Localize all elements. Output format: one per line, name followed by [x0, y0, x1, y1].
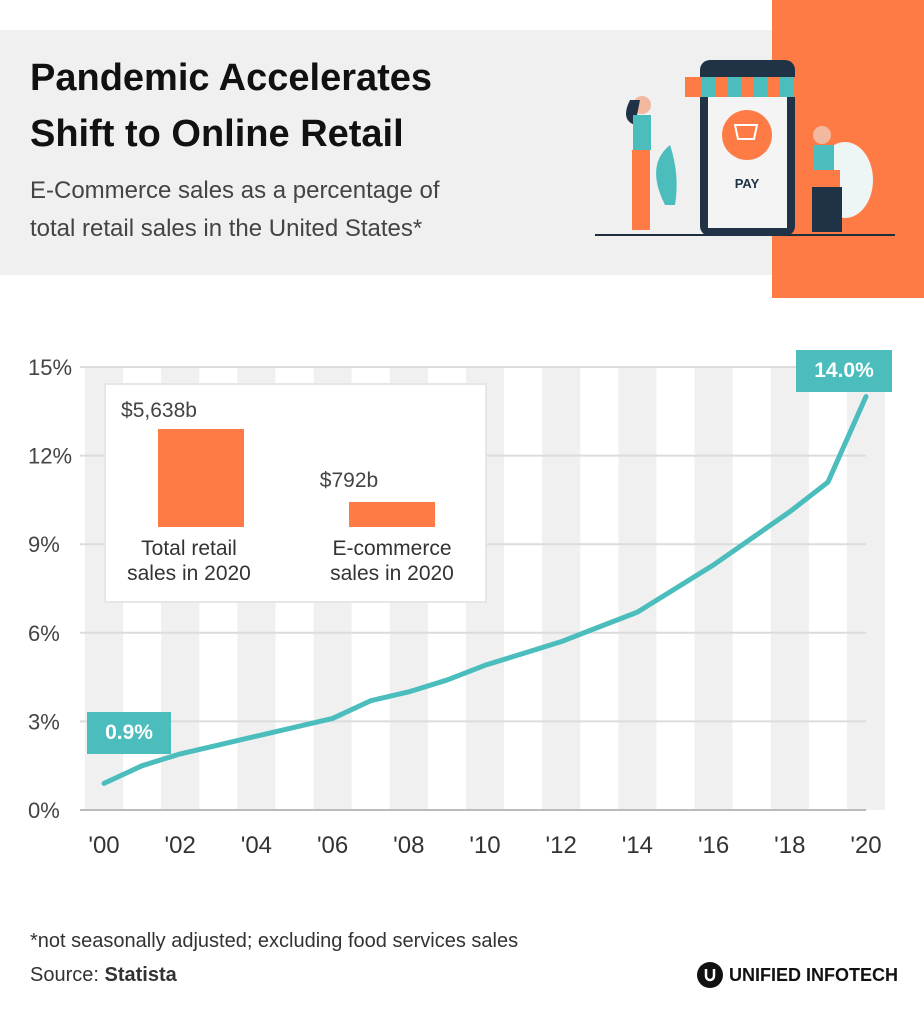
y-tick-label: 12%: [28, 444, 72, 469]
ecommerce-share-line: [101, 394, 869, 786]
grid-stripe: [694, 367, 733, 810]
woman-figure-icon: [626, 96, 651, 230]
cart-icon: [722, 110, 772, 160]
end-value-callout: 14.0%: [796, 350, 892, 392]
company-logo: UNIFIED INFOTECH: [697, 962, 898, 988]
y-tick-label: 9%: [28, 532, 60, 557]
y-tick-label: 15%: [28, 355, 72, 380]
bar-value-label: $5,638b: [121, 399, 197, 422]
pay-text: PAY: [735, 176, 760, 191]
inset-bar-label: E-commerce sales in 2020: [330, 537, 454, 585]
subtitle-line-2: total retail sales in the United States*: [30, 215, 423, 242]
x-tick-label: '00: [88, 832, 119, 859]
plant-icon: [656, 145, 677, 205]
title-line-2: Shift to Online Retail: [30, 113, 404, 155]
y-tick-label: 0%: [28, 798, 60, 823]
online-shopping-illustration: PAY: [595, 60, 895, 236]
awning-icon: [685, 77, 810, 97]
x-tick-label: '06: [317, 832, 348, 859]
grid-stripe: [846, 367, 886, 810]
bar-value-label: $792b: [319, 469, 379, 492]
inset-bar-total-retail: [158, 429, 244, 527]
inset-bar-ecommerce: [349, 502, 435, 527]
x-tick-label: '12: [546, 832, 577, 859]
subtitle: E-Commerce sales as a percentage of total…: [30, 172, 440, 248]
page-title: Pandemic Accelerates Shift to Online Reta…: [30, 50, 432, 162]
x-tick-label: '02: [165, 832, 196, 859]
unified-infotech-logo-icon: [697, 962, 723, 988]
subtitle-line-1: E-Commerce sales as a percentage of: [30, 177, 440, 204]
logo-text: UNIFIED INFOTECH: [729, 964, 898, 985]
y-tick-label: 6%: [28, 621, 60, 646]
x-tick-label: '08: [393, 832, 424, 859]
footnote: *not seasonally adjusted; excluding food…: [30, 930, 519, 952]
x-tick-label: '04: [241, 832, 272, 859]
start-value-callout: 0.9%: [87, 712, 171, 754]
x-tick-label: '14: [622, 832, 653, 859]
source-line: Source: Statista: [30, 964, 177, 987]
inset-bar-label: Total retail sales in 2020: [127, 537, 251, 585]
y-tick-label: 3%: [28, 709, 60, 734]
x-tick-label: '18: [774, 832, 805, 859]
sales-comparison-inset: $5,638b Total retail sales in 2020 $792b …: [104, 383, 487, 603]
x-tick-label: '20: [850, 832, 881, 859]
man-figure-icon: [812, 126, 873, 232]
grid-stripe: [770, 367, 809, 810]
x-tick-label: '16: [698, 832, 729, 859]
source-prefix: Source:: [30, 964, 105, 986]
title-line-1: Pandemic Accelerates: [30, 57, 433, 99]
x-tick-label: '10: [469, 832, 500, 859]
grid-stripe: [542, 367, 581, 810]
grid-stripe: [618, 367, 657, 810]
source-name: Statista: [104, 964, 177, 986]
